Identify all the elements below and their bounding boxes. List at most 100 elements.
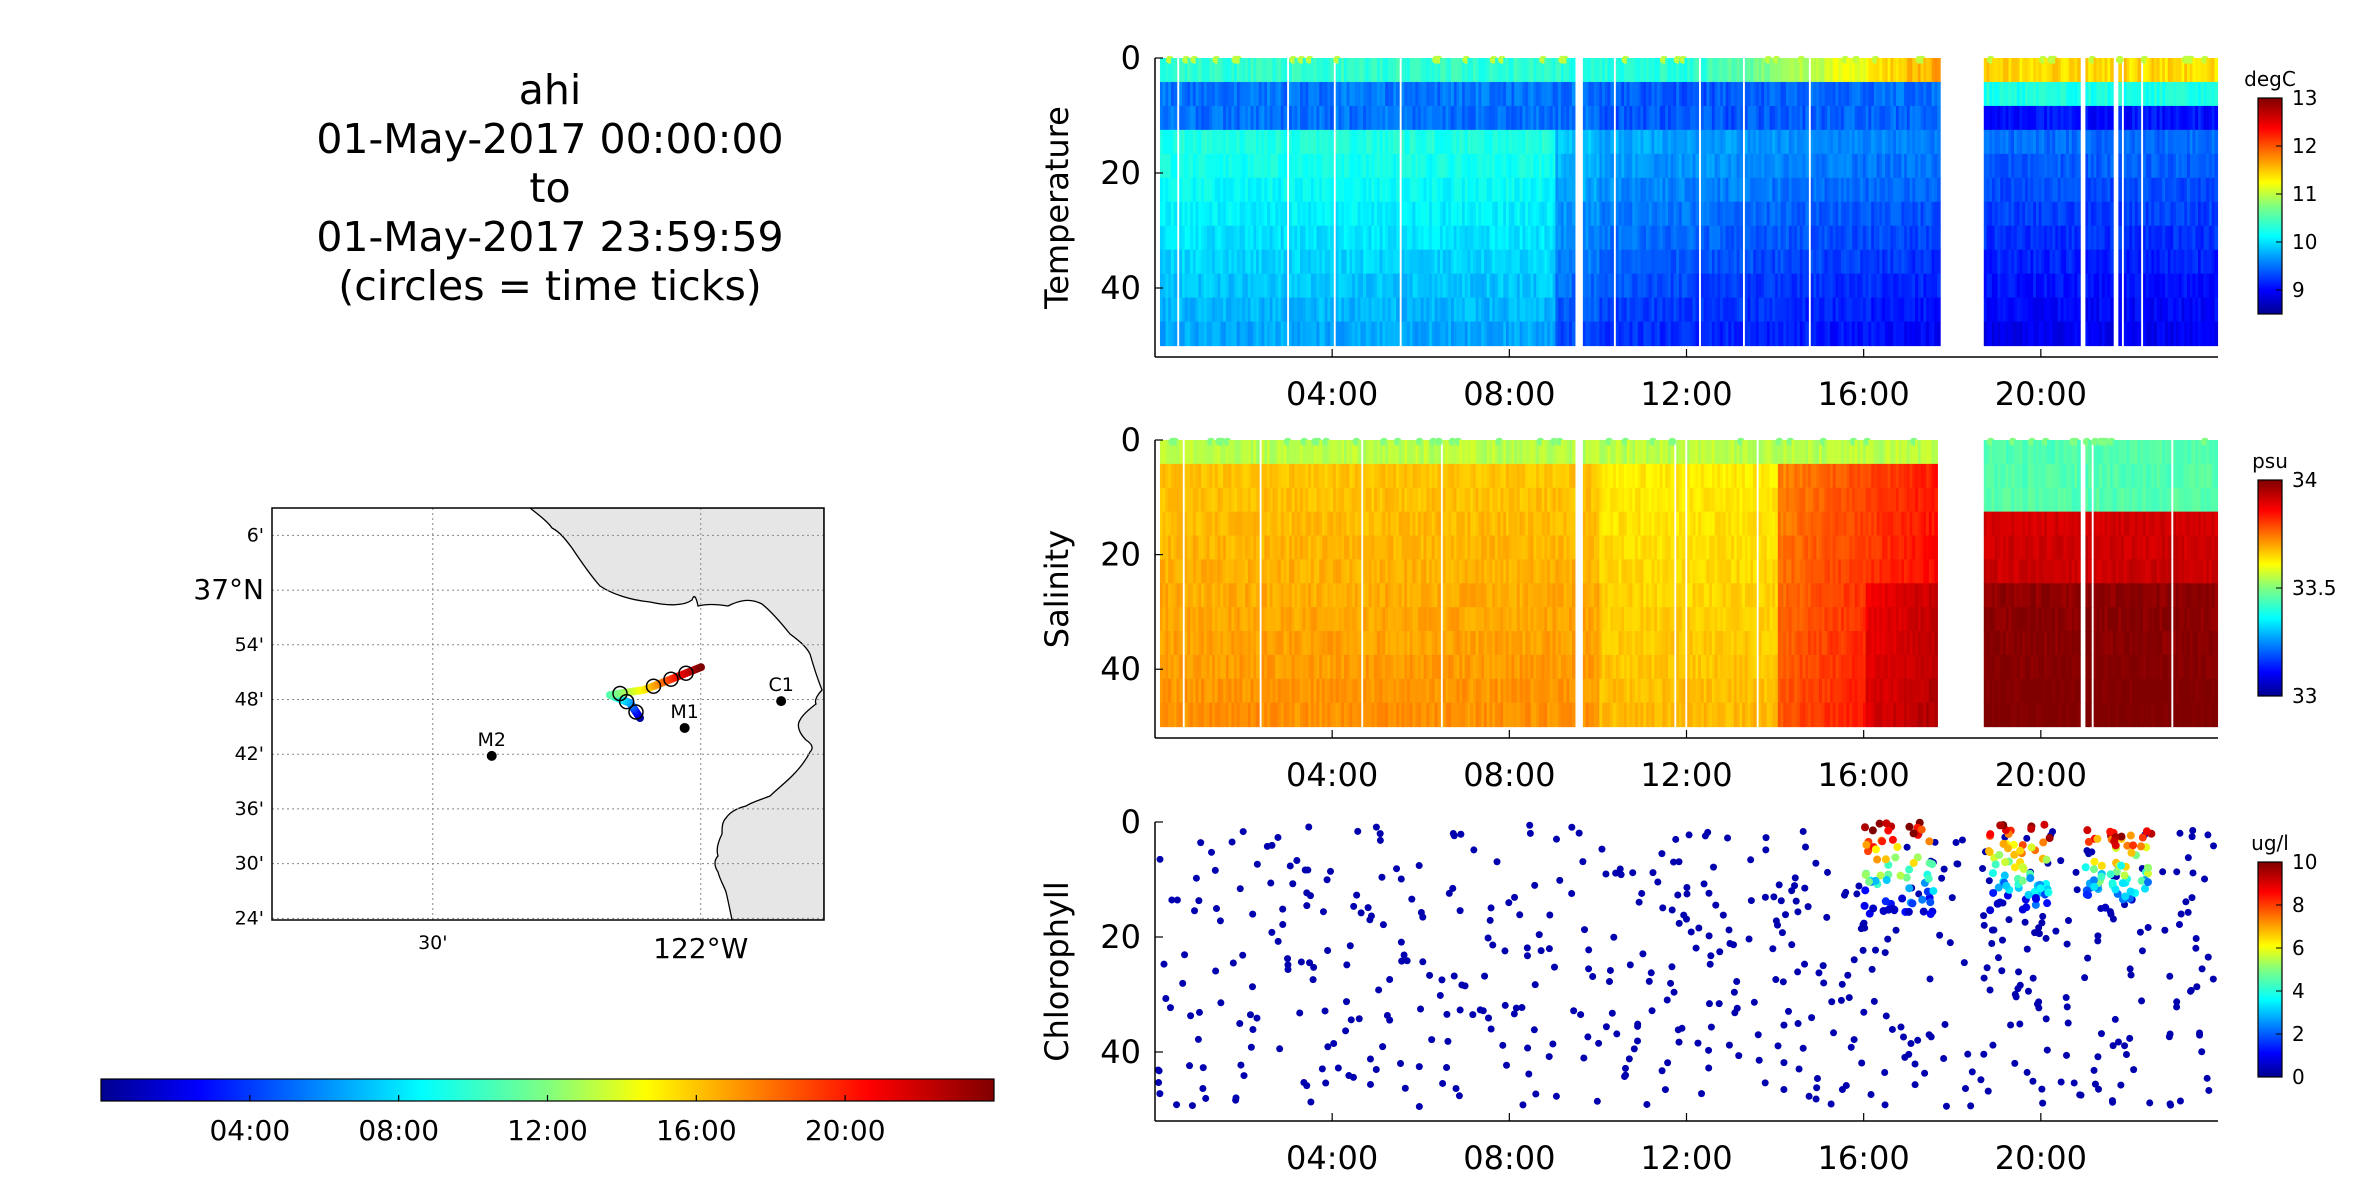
heatmap-cell	[1250, 487, 1255, 513]
heatmap-cell	[2019, 81, 2024, 107]
heatmap-cell	[1409, 201, 1414, 227]
heatmap-cell	[1788, 273, 1793, 299]
heatmap-cell	[1228, 81, 1233, 107]
heatmap-cell	[1165, 487, 1170, 513]
heatmap-cell	[1906, 105, 1911, 131]
heatmap-cell	[1426, 321, 1430, 347]
heatmap-cell	[1473, 273, 1477, 299]
heatmap-cell	[1426, 58, 1430, 83]
heatmap-cell	[1478, 321, 1483, 347]
heatmap-cell	[1404, 129, 1408, 155]
heatmap-cell	[1797, 105, 1801, 131]
heatmap-cell	[2005, 153, 2010, 179]
heatmap-cell	[1294, 463, 1299, 489]
heatmap-cell	[1670, 58, 1675, 83]
heatmap-cell	[1761, 105, 1765, 131]
heatmap-cell	[1220, 58, 1224, 83]
heatmap-cell	[1739, 225, 1743, 251]
heatmap-cell	[2181, 58, 2186, 83]
heatmap-cell	[1739, 273, 1743, 299]
heatmap-cell	[1648, 177, 1653, 203]
heatmap-cell	[1536, 129, 1540, 155]
heatmap-cell	[1231, 81, 1235, 107]
heatmap-cell	[1352, 129, 1356, 155]
heatmap-cell	[1703, 129, 1708, 155]
heatmap-cell	[2123, 177, 2128, 203]
heatmap-cell	[1223, 487, 1227, 513]
heatmap-cell	[2206, 129, 2210, 155]
heatmap-cell	[1209, 607, 1213, 632]
heatmap-cell	[1192, 273, 1197, 299]
heatmap-cell	[1753, 58, 1757, 83]
heatmap-cell	[2178, 321, 2183, 347]
heatmap-cell	[1733, 105, 1738, 131]
heatmap-cell	[1654, 249, 1658, 275]
heatmap-cell	[2145, 297, 2150, 323]
heatmap-cell	[1272, 249, 1277, 275]
heatmap-cell	[1646, 58, 1650, 83]
heatmap-cell	[1643, 81, 1647, 107]
heatmap-cell	[2057, 81, 2062, 107]
heatmap-cell	[1203, 81, 1208, 107]
heatmap-cell	[1212, 105, 1216, 131]
heatmap-cell	[1904, 249, 1908, 275]
heatmap-cell	[1890, 297, 1895, 323]
heatmap-cell	[1673, 201, 1678, 227]
heatmap-cell	[1637, 273, 1642, 299]
heatmap-cell	[1349, 273, 1354, 299]
heatmap-cell	[2107, 321, 2111, 347]
heatmap-cell	[1239, 463, 1244, 489]
heatmap-cell	[2132, 105, 2136, 131]
coast-land	[528, 508, 824, 920]
heatmap-cell	[1997, 321, 2002, 347]
heatmap-cell	[1217, 487, 1222, 513]
heatmap-cell	[1670, 129, 1675, 155]
heatmap-cell	[2030, 177, 2035, 203]
heatmap-cell	[1223, 463, 1227, 489]
heatmap-cell	[1209, 105, 1213, 131]
heatmap-cell	[2206, 105, 2210, 131]
heatmap-cell	[1657, 273, 1661, 299]
heatmap-cell	[1294, 225, 1299, 251]
heatmap-cell	[1308, 81, 1312, 107]
heatmap-cell	[1706, 153, 1711, 179]
heatmap-cell	[2197, 58, 2202, 83]
heatmap-cell	[2030, 58, 2035, 83]
heatmap-cell	[2055, 81, 2059, 107]
heatmap-cell	[1324, 297, 1329, 323]
heatmap-cell	[1657, 58, 1661, 83]
heatmap-cell	[1300, 249, 1304, 275]
heatmap-cell	[1659, 225, 1664, 251]
heatmap-cell	[2030, 129, 2035, 155]
heatmap-cell	[1483, 273, 1488, 299]
heatmap-cell	[1895, 129, 1900, 155]
heatmap-cell	[1407, 58, 1411, 83]
heatmap-cell	[1775, 81, 1779, 107]
heatmap-cell	[2066, 129, 2070, 155]
heatmap-cell	[1467, 225, 1472, 251]
heatmap-cell	[1840, 105, 1845, 131]
heatmap-cell	[1689, 177, 1694, 203]
heatmap-cell	[1387, 201, 1392, 227]
heatmap-cell	[1571, 58, 1576, 83]
heatmap-cell	[2013, 225, 2018, 251]
heatmap-cell	[1261, 511, 1266, 537]
heatmap-cell	[1865, 321, 1870, 347]
heatmap-cell	[1692, 273, 1697, 299]
heatmap-cell	[1429, 129, 1433, 155]
heatmap-cell	[2093, 153, 2098, 179]
heatmap-cell	[1338, 129, 1343, 155]
heatmap-cell	[2099, 177, 2103, 203]
heatmap-cell	[1275, 177, 1279, 203]
heatmap-cell	[1162, 487, 1167, 513]
heatmap-cell	[1629, 249, 1634, 275]
heatmap-cell	[2093, 177, 2098, 203]
heatmap-cell	[1278, 177, 1282, 203]
heatmap-cell	[2104, 321, 2109, 347]
heatmap-cell	[1654, 81, 1658, 107]
heatmap-cell	[1805, 105, 1809, 131]
heatmap-cell	[1536, 58, 1540, 83]
heatmap-cell	[1997, 273, 2002, 299]
heatmap-cell	[1228, 654, 1233, 680]
heatmap-cell	[1989, 153, 1993, 179]
